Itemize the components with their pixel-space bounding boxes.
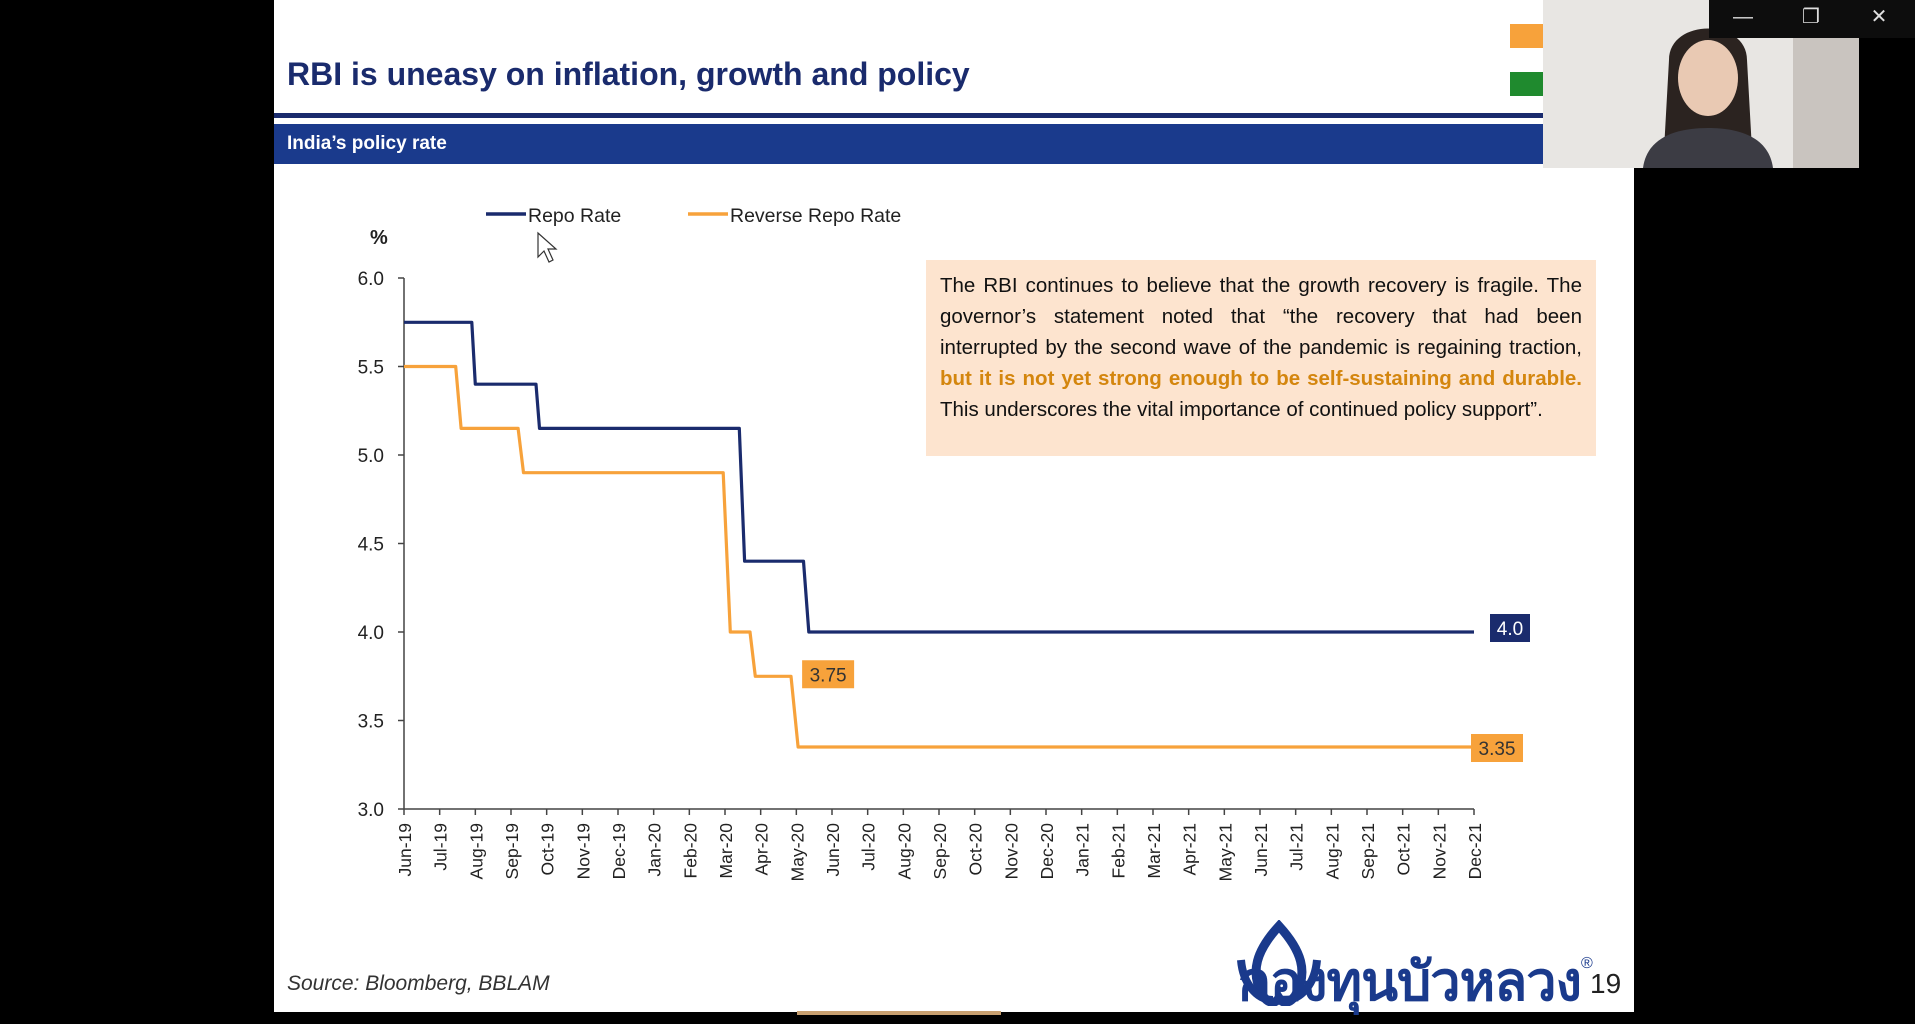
flag-white-stripe: [1510, 48, 1544, 72]
x-tick-label: Jun-19: [395, 823, 415, 877]
series-line-repo: [404, 320, 1474, 634]
x-tick-label: Sep-21: [1358, 823, 1378, 879]
callout-text: The RBI continues to believe that the gr…: [940, 274, 1582, 359]
x-tick-label: Jul-21: [1287, 823, 1307, 871]
y-tick-label: 6.0: [358, 269, 384, 290]
page-number: 19: [1590, 968, 1622, 999]
repo-end-label-box: [1490, 614, 1530, 642]
x-tick-label: Oct-19: [538, 823, 558, 876]
y-tick-label: 3.5: [358, 712, 384, 733]
x-tick-label: Jan-20: [645, 823, 665, 877]
x-tick-label: Jan-21: [1073, 823, 1093, 877]
x-tick-label: Dec-21: [1465, 823, 1485, 879]
flag-green-stripe: [1510, 72, 1544, 96]
y-tick-label: 4.0: [358, 623, 384, 644]
y-tick-label: 4.5: [358, 535, 384, 556]
x-tick-label: Dec-19: [609, 823, 629, 879]
reverse-repo-end-label: 3.35: [1479, 739, 1516, 760]
x-tick-label: Mar-21: [1144, 823, 1164, 878]
x-tick-label: Nov-19: [573, 823, 593, 879]
x-tick-label: Mar-20: [716, 823, 736, 879]
x-tick-label: Aug-21: [1322, 823, 1342, 879]
close-button[interactable]: ✕: [1870, 6, 1888, 28]
x-tick-label: Apr-20: [752, 823, 772, 876]
minimize-button[interactable]: —: [1733, 6, 1753, 28]
x-tick-label: Oct-21: [1394, 823, 1414, 876]
x-tick-label: Dec-20: [1037, 823, 1057, 880]
x-tick-label: Aug-19: [466, 823, 486, 879]
restore-button[interactable]: ❐: [1802, 6, 1820, 28]
x-tick-label: Oct-20: [966, 823, 986, 876]
series-line-reverse-repo: [404, 364, 1474, 749]
x-tick-label: Jun-21: [1251, 823, 1271, 877]
y-axis-unit-label: %: [370, 227, 388, 249]
y-tick-label: 5.0: [358, 446, 384, 467]
legend-label: Reverse Repo Rate: [730, 205, 901, 227]
registered-mark: ®: [1581, 955, 1593, 972]
presentation-slide: RBI is uneasy on inflation, growth and p…: [274, 0, 1634, 1012]
x-tick-label: Jul-19: [431, 823, 451, 871]
window-controls: — ❐ ✕: [1709, 0, 1915, 38]
section-label: India’s policy rate: [287, 133, 447, 154]
x-tick-label: Nov-21: [1429, 823, 1449, 879]
mouse-cursor-icon: [537, 231, 558, 263]
x-tick-label: Feb-20: [680, 823, 700, 879]
legend-label: Repo Rate: [528, 205, 621, 227]
x-tick-label: May-21: [1215, 823, 1235, 881]
x-tick-label: Aug-20: [894, 823, 914, 880]
callout-text-end: This underscores the vital importance of…: [940, 398, 1543, 421]
x-tick-label: Nov-20: [1001, 823, 1021, 880]
annotation-box: [802, 660, 855, 689]
taskbar-strip: [797, 1011, 1001, 1015]
x-tick-label: Sep-19: [502, 823, 522, 879]
annotation-label: 3.75: [810, 665, 847, 686]
title-divider: [274, 113, 1544, 118]
slide-title: RBI is uneasy on inflation, growth and p…: [287, 56, 970, 92]
flag-saffron-stripe: [1510, 24, 1544, 48]
reverse-repo-end-label-box: [1471, 734, 1523, 762]
lotus-logo-icon: [1237, 920, 1321, 1006]
section-header-bar: India’s policy rate: [274, 124, 1544, 164]
y-tick-label: 5.5: [358, 358, 384, 379]
x-tick-label: Jul-20: [859, 823, 879, 871]
x-tick-label: Jun-20: [823, 823, 843, 877]
repo-end-label: 4.0: [1497, 619, 1523, 640]
x-tick-label: Feb-21: [1108, 823, 1128, 878]
callout-highlight: but it is not yet strong enough to be se…: [940, 367, 1582, 390]
x-tick-label: Sep-20: [930, 823, 950, 880]
x-tick-label: May-20: [787, 823, 807, 882]
x-tick-label: Apr-21: [1180, 823, 1200, 876]
commentary-callout: The RBI continues to believe that the gr…: [926, 260, 1596, 456]
y-tick-label: 3.0: [358, 800, 384, 821]
brand-logo-text: กองทุนบัวหลวง: [1238, 952, 1582, 1012]
source-note: Source: Bloomberg, BBLAM: [287, 972, 550, 995]
